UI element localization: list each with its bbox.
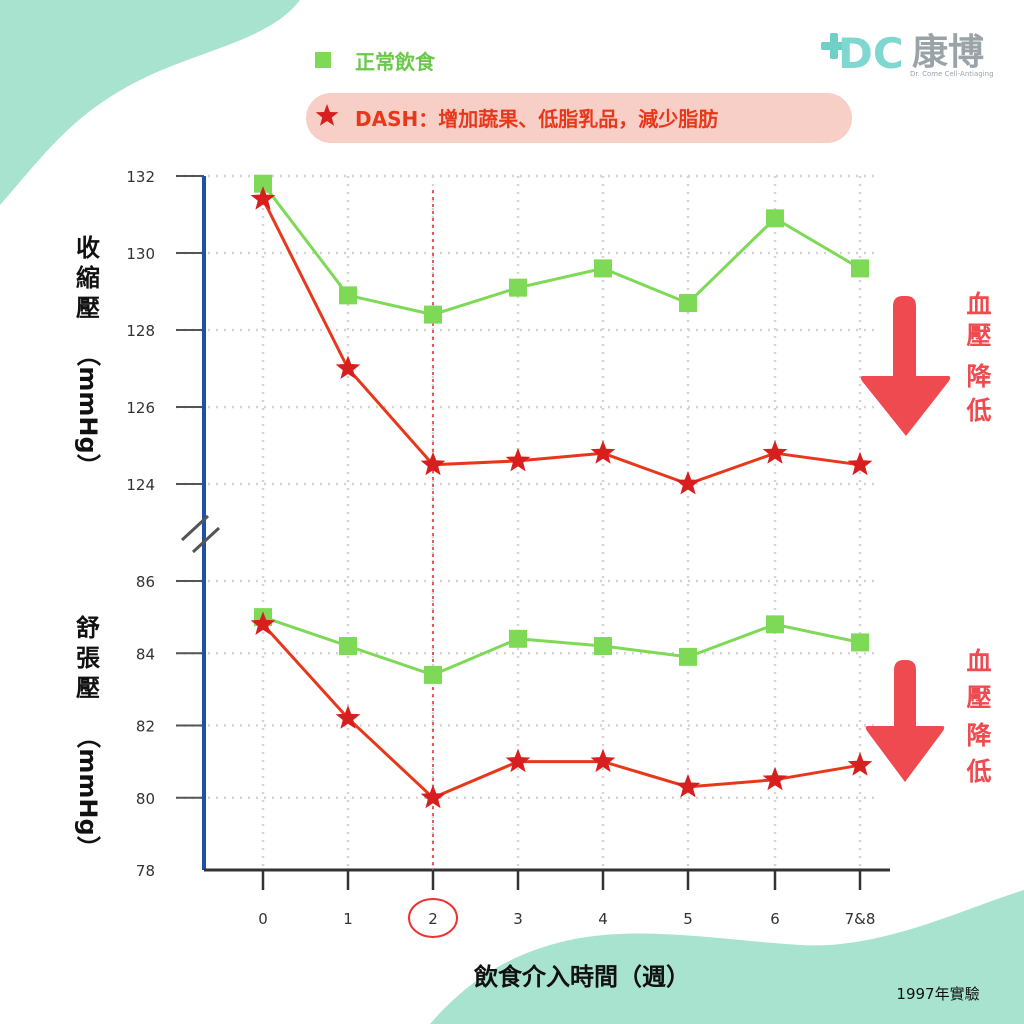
diastolic-dash-point-7 <box>847 752 873 776</box>
y-tick-label-84: 84 <box>136 645 155 663</box>
systolic-dash-point-2 <box>420 451 446 476</box>
brand-mark: DC <box>838 29 904 78</box>
diastolic-normal-line <box>262 615 861 677</box>
tick-labels: 124 126 128 130 132 78 80 82 84 86 0 1 2 3 4 5 6 7&8 <box>126 168 875 928</box>
diastolic-title-char-2: 張 <box>76 644 101 672</box>
x-tick-label-6: 6 <box>770 910 780 928</box>
diastolic-drop-label: 血 壓 降 低 <box>965 647 992 786</box>
diastolic-normal-point-4 <box>594 637 612 656</box>
legend-dash-star <box>315 104 339 126</box>
systolic-normal-line <box>261 182 861 317</box>
legend-normal-swatch <box>315 52 331 68</box>
y-tick-label-82: 82 <box>136 718 155 736</box>
diastolic-normal-point-1 <box>339 637 357 656</box>
systolic-dash-point-6 <box>762 440 788 464</box>
x-tick-label-5: 5 <box>683 910 693 928</box>
systolic-dash-line <box>261 198 861 486</box>
x-tick-label-3: 3 <box>513 910 523 928</box>
diastolic-dash-point-1 <box>335 705 361 729</box>
systolic-normal-point-5 <box>679 294 697 313</box>
diastolic-drop-arrow-icon <box>865 660 945 782</box>
grid <box>176 174 878 870</box>
systolic-drop-char-4: 低 <box>965 396 991 425</box>
systolic-normal-point-2 <box>424 305 442 324</box>
x-tick-label-7: 7&8 <box>845 910 876 928</box>
diastolic-drop-char-2: 壓 <box>966 683 991 712</box>
systolic-drop-arrow-icon <box>860 296 951 436</box>
systolic-title-unit: （mmHg） <box>74 342 102 477</box>
diastolic-title-char-3: 壓 <box>76 674 100 702</box>
y-tick-label-86: 86 <box>136 573 155 591</box>
y-tick-label-126: 126 <box>126 399 155 417</box>
diastolic-dash-point-0 <box>250 611 276 635</box>
diastolic-title-char-1: 舒 <box>76 614 100 642</box>
y-tick-label-124: 124 <box>126 476 155 494</box>
mint-blob-bottom-right <box>430 890 1024 1024</box>
diastolic-dash-point-4 <box>590 748 616 773</box>
x-tick-label-0: 0 <box>258 910 268 928</box>
diastolic-dash-point-5 <box>675 773 701 798</box>
diastolic-dash-point-2 <box>420 784 446 809</box>
systolic-drop-label: 血 壓 降 低 <box>965 290 992 425</box>
cross-icon <box>821 33 847 59</box>
systolic-normal-point-0 <box>254 174 272 193</box>
series <box>250 174 873 809</box>
legend-normal-label: 正常飲食 <box>355 50 436 74</box>
diastolic-dash-line <box>261 623 861 800</box>
systolic-dash-point-5 <box>675 471 701 495</box>
systolic-normal-point-6 <box>766 209 784 228</box>
axis-break-icon <box>180 514 221 554</box>
systolic-dash-point-0 <box>250 186 276 210</box>
x-tick-label-1: 1 <box>343 910 353 928</box>
diastolic-dash-point-3 <box>505 748 531 773</box>
systolic-normal-point-3 <box>509 278 527 297</box>
diastolic-normal-point-3 <box>509 629 527 648</box>
systolic-drop-char-2: 壓 <box>966 321 991 350</box>
y-tick-label-132: 132 <box>126 168 155 186</box>
brand-logo: DC 康博 Dr. Come Cell-Antiaging <box>821 29 994 78</box>
brand-name: 康博 <box>912 31 984 73</box>
systolic-normal-point-7 <box>851 259 869 278</box>
y-tick-label-80: 80 <box>136 790 155 808</box>
diastolic-normal-point-5 <box>679 647 697 666</box>
systolic-dash-point-7 <box>847 451 873 476</box>
year-note: 1997年實驗 <box>896 985 979 1003</box>
mint-blob-top-left <box>0 0 300 205</box>
week-highlight <box>408 190 458 938</box>
systolic-normal-point-4 <box>594 259 612 278</box>
systolic-axis-title: 收 縮 壓 （mmHg） <box>74 234 102 478</box>
highlight-week-circle <box>408 898 458 938</box>
diastolic-normal-point-6 <box>766 615 784 634</box>
systolic-drop-char-1: 血 <box>966 290 991 319</box>
diastolic-drop-char-3: 降 <box>966 721 992 750</box>
systolic-title-char-3: 壓 <box>76 294 100 322</box>
y-tick-label-128: 128 <box>126 322 155 340</box>
x-tick-label-2: 2 <box>428 910 438 928</box>
diastolic-normal-point-7 <box>851 633 869 652</box>
systolic-dash-point-1 <box>335 355 361 380</box>
systolic-dash-point-3 <box>505 447 531 472</box>
legend-dash-label: DASH：增加蔬果、低脂乳品，減少脂肪 <box>355 107 718 131</box>
x-tick-label-4: 4 <box>598 910 608 928</box>
systolic-title-char-1: 收 <box>76 234 100 262</box>
diastolic-axis-title: 舒 張 壓 （mmHg） <box>74 614 102 860</box>
systolic-title-char-2: 縮 <box>76 264 100 292</box>
brand-tagline: Dr. Come Cell-Antiaging <box>910 70 994 78</box>
diastolic-drop-char-1: 血 <box>966 647 991 676</box>
systolic-drop-char-3: 降 <box>966 362 992 391</box>
diastolic-normal-point-2 <box>424 665 442 684</box>
systolic-normal-point-1 <box>339 286 357 305</box>
systolic-dash-point-4 <box>590 440 616 464</box>
x-axis-title: 飲食介入時間（週） <box>473 963 690 991</box>
y-tick-label-78: 78 <box>136 862 155 880</box>
diastolic-dash-point-6 <box>762 766 788 791</box>
legend: 正常飲食 DASH：增加蔬果、低脂乳品，減少脂肪 <box>306 50 852 143</box>
y-tick-label-130: 130 <box>126 245 155 263</box>
diastolic-title-unit: （mmHg） <box>74 724 102 859</box>
axes <box>180 176 890 872</box>
legend-dash-background <box>306 93 852 143</box>
diastolic-drop-char-4: 低 <box>965 757 991 786</box>
